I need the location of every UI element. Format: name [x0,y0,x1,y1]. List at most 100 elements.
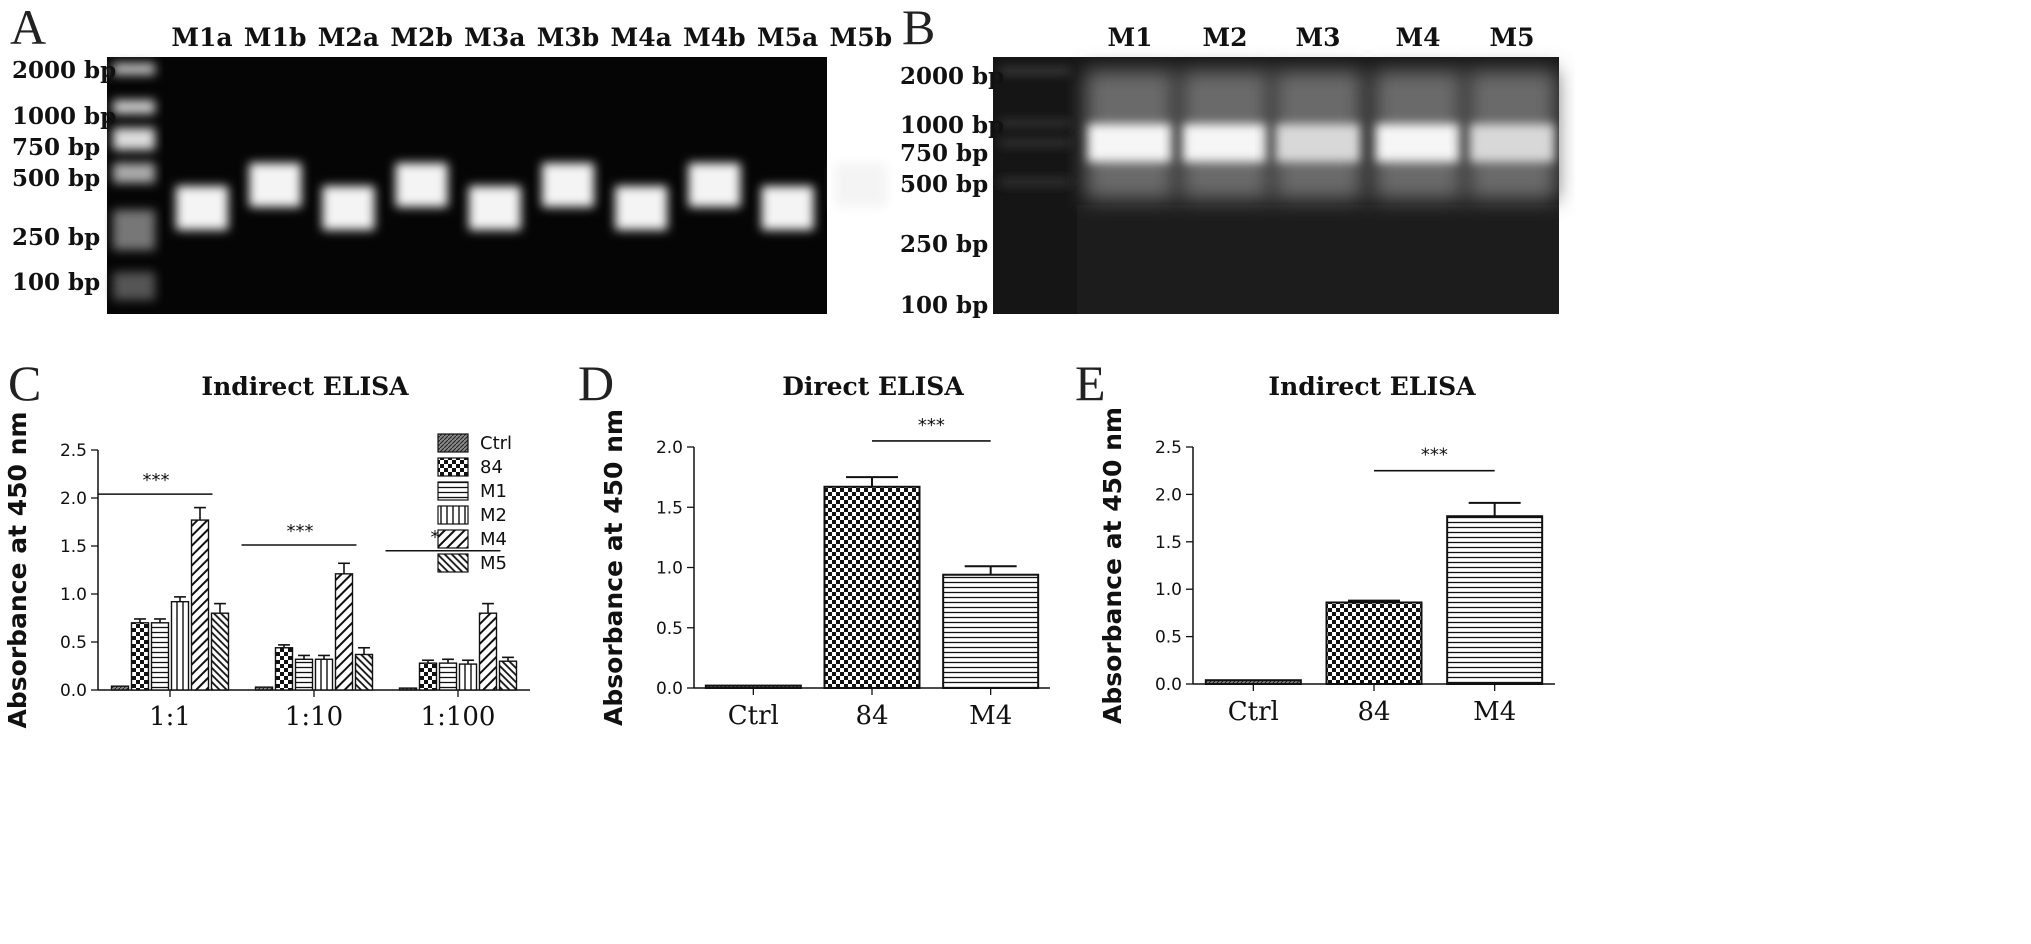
gel-b-bands [1085,70,1557,200]
gel-band [1088,124,1172,162]
y-tick-label: 2.5 [60,441,87,461]
bar [294,658,314,691]
y-tick-label: 2.0 [60,489,87,509]
ladder-label: 2000 bp [900,63,1004,90]
bar [130,622,150,691]
chart-title: Direct ELISA [782,372,964,401]
significance-label: *** [918,415,945,436]
gel-band [249,163,302,207]
legend-swatch [437,457,469,477]
gel-a-lane-label: M1b [244,23,307,52]
bar [1204,679,1302,686]
bar [942,573,1040,689]
bar [190,519,210,691]
y-tick-label: 0.0 [60,681,87,701]
legend-swatch [437,433,469,453]
legend-swatch [437,505,469,525]
y-tick-label: 1.0 [60,585,87,605]
gel-b-lane-label: M1 [1107,23,1152,52]
x-category-label: Ctrl [1228,697,1279,727]
chart-title: Indirect ELISA [201,372,409,401]
ladder-label: 750 bp [12,134,100,161]
gel-band [1183,124,1267,162]
legend-label: M1 [480,481,507,502]
legend-label: 84 [480,457,503,478]
bar [704,684,802,690]
gel-a-lane-label: M4b [683,23,746,52]
gel-band [615,186,668,230]
significance-label: *** [1421,445,1448,466]
bar [398,687,418,691]
panel-c-letter: C [8,355,41,411]
ladder-label: 100 bp [900,292,988,319]
x-category-label: 84 [855,701,888,731]
y-tick-label: 1.5 [60,537,87,557]
bar [110,685,130,691]
significance-label: *** [143,470,170,491]
gel-band [1376,124,1460,162]
ladder-label: 500 bp [12,165,100,192]
gel-b-lower-zone [1077,205,1559,314]
y-tick-label: 0.5 [60,633,87,653]
bar [438,662,458,691]
chart-d: Direct ELISA Absorbance at 450 nm 0.0 0.5 1.… [599,372,1050,731]
gel-b-lane-labels: M1 M2 M3 M4 M5 [1107,23,1534,52]
y-tick-label: 2.0 [1155,485,1182,505]
gel-b-lane-label: M3 [1295,23,1340,52]
gel-a-lane-label: M4a [611,23,672,52]
y-axis-label: Absorbance at 450 nm [1098,407,1127,724]
legend-swatch [437,481,469,501]
y-tick-label: 2.0 [656,438,683,458]
y-tick-label: 0.0 [1155,675,1182,695]
bar [1446,515,1544,685]
gel-a-ladder-labels: 2000 bp 1000 bp 750 bp 500 bp 250 bp 100 bp [12,57,116,296]
panel-e-letter: E [1075,355,1106,411]
x-category-label: M4 [969,701,1012,731]
legend-label: M5 [480,553,507,574]
gel-a-lane-label: M3a [464,23,525,52]
bar [334,573,354,691]
panel-d-letter: D [578,355,614,411]
gel-band [322,186,375,230]
gel-band [468,186,521,230]
y-axis-label: Absorbance at 450 nm [3,412,32,729]
gel-band [176,186,228,230]
x-category-label: Ctrl [728,701,779,731]
x-category-label: M4 [1473,697,1516,727]
ladder-label: 500 bp [900,171,988,198]
gel-a-lane-label: M2b [390,23,453,52]
bar [458,663,478,691]
bar [1325,601,1423,685]
gel-a-ladder-lane [113,63,155,300]
panel-b-letter: B [902,0,935,55]
bar [478,612,498,691]
gel-a-lane-label: M5a [757,23,818,52]
gel-a-lane-label: M1a [171,23,232,52]
ladder-label: 2000 bp [12,57,116,84]
ladder-label: 750 bp [900,140,988,167]
gel-band [834,163,887,207]
chart-e: Indirect ELISA Absorbance at 450 nm 0.0 0.5… [1098,372,1555,727]
gel-a-lane-labels: M1a M1b M2a M2b M3a M3b M4a M4b M5a M5b [171,23,892,52]
bar [314,658,334,691]
legend-label: M4 [480,529,507,550]
x-category-label: 1:1 [149,702,191,732]
y-tick-label: 1.5 [1155,533,1182,553]
ladder-label: 1000 bp [12,103,116,130]
gel-band [395,163,448,207]
x-category-label: 84 [1357,697,1390,727]
gel-b-ladder-lane [1000,68,1070,186]
legend-label: M2 [480,505,507,526]
y-tick-label: 1.0 [656,559,683,579]
bar [254,686,274,691]
bar [354,653,374,691]
legend-label: Ctrl [480,433,512,454]
x-category-label: 1:100 [421,702,496,732]
gel-b-lane-label: M4 [1395,23,1440,52]
gel-a-lane-label: M3b [537,23,600,52]
y-axis-label: Absorbance at 450 nm [599,409,628,726]
chart-c: Indirect ELISA Absorbance at 450 nm 0.0 0.5… [3,372,530,732]
